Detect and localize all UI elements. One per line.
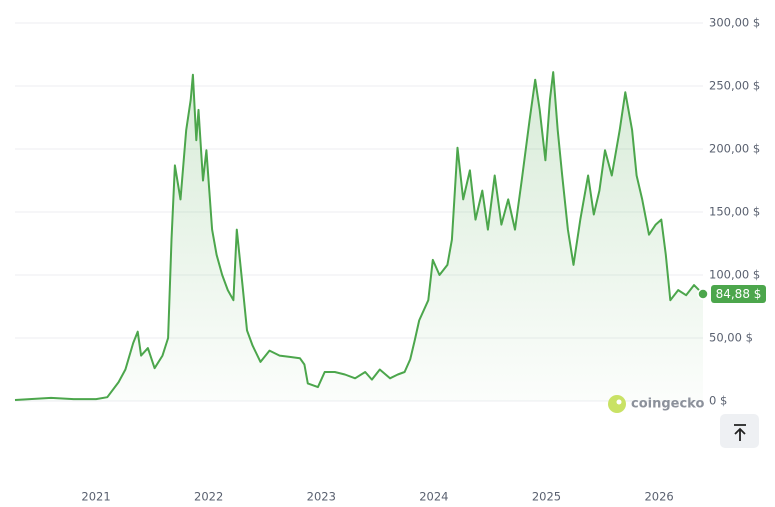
logo-eye bbox=[616, 399, 622, 405]
y-tick-label: 200,00 $ bbox=[709, 142, 760, 156]
scroll-top-button[interactable] bbox=[720, 414, 759, 448]
y-tick-label: 150,00 $ bbox=[709, 205, 760, 219]
y-tick-label: 50,00 $ bbox=[709, 331, 753, 345]
current-price-dot bbox=[697, 288, 709, 300]
coingecko-logo: coingecko bbox=[608, 395, 704, 413]
x-tick-label: 2024 bbox=[419, 490, 448, 504]
y-tick-label: 300,00 $ bbox=[709, 16, 760, 30]
y-tick-label: 250,00 $ bbox=[709, 79, 760, 93]
price-line bbox=[14, 71, 704, 401]
x-tick-label: 2022 bbox=[194, 490, 223, 504]
logo-icon bbox=[608, 395, 626, 413]
x-tick-label: 2021 bbox=[81, 490, 110, 504]
price-badge bbox=[711, 285, 766, 304]
y-tick-label: 100,00 $ bbox=[709, 268, 760, 282]
x-tick-label: 2025 bbox=[532, 490, 561, 504]
price-badge-label: 84,88 $ bbox=[716, 287, 762, 301]
x-tick-label: 2023 bbox=[307, 490, 336, 504]
arrow-icon[interactable] bbox=[734, 424, 746, 441]
plot: 0 $ 50,00 $ 100,00 $ 150,00 $ 200,00 $ 250,00… bbox=[14, 16, 766, 504]
x-tick-label: 2026 bbox=[644, 490, 673, 504]
watermark: coingecko bbox=[631, 397, 704, 412]
y-tick-label: 0 $ bbox=[709, 394, 727, 408]
area bbox=[15, 72, 703, 401]
